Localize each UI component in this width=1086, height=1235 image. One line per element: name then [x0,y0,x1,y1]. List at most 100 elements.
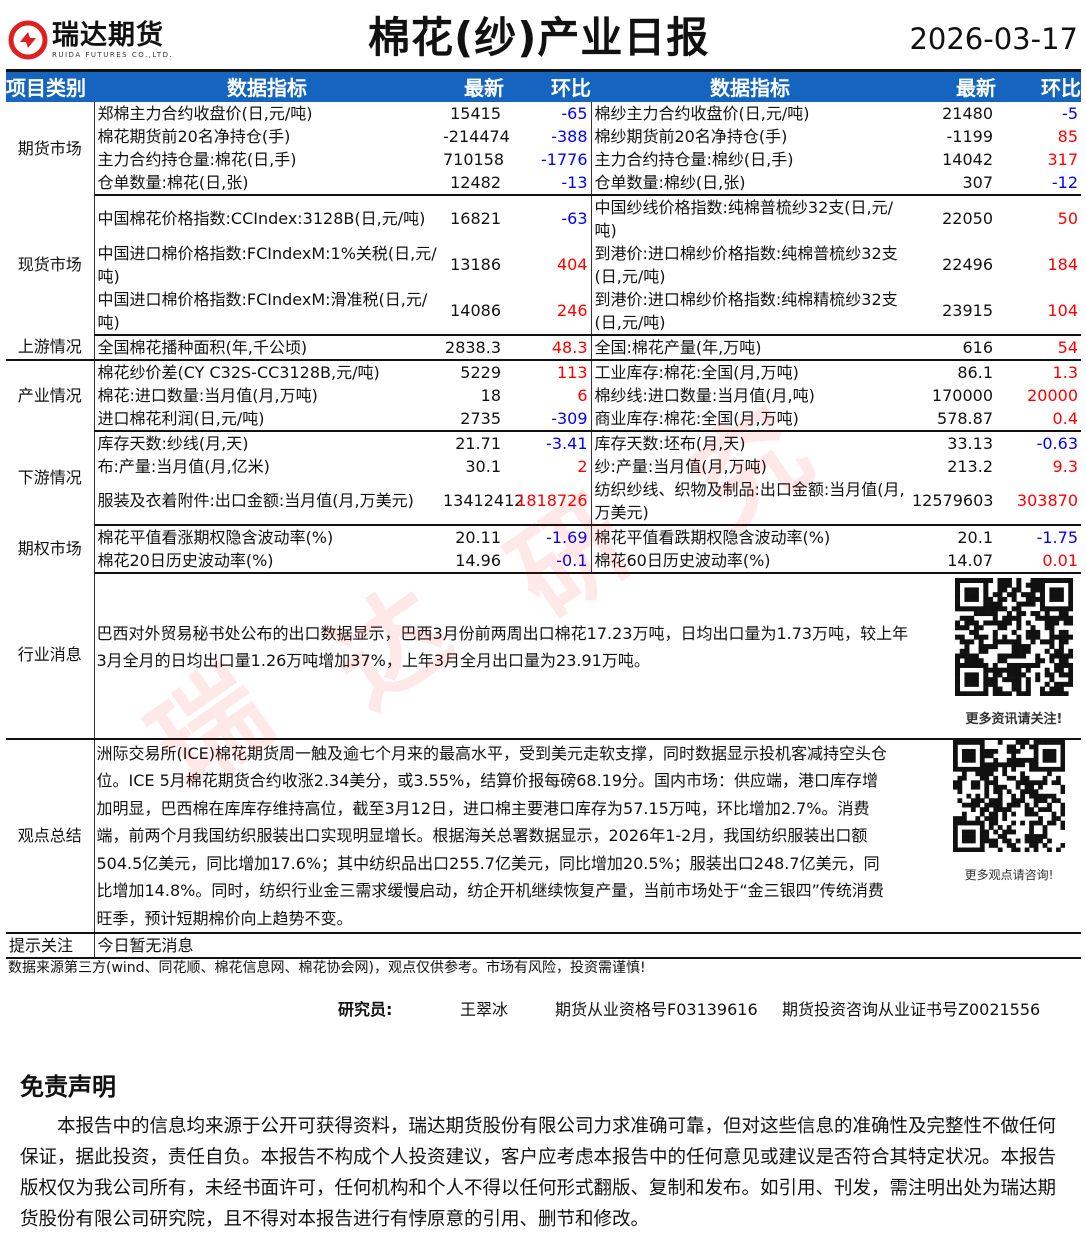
table-row: 期权市场 棉花平值看涨期权隐含波动率(%) 20.11 -1.69 棉花平值看跌期权隐含… [6,524,1081,573]
change-value: -1.75 [1036,527,1078,547]
latest-value: 12482 [440,170,504,196]
table-row: 中国进口棉价格指数:FCIndexM:滑准税(日,元/吨) 14086 246 到港价… [6,287,1081,336]
indicator: 全国:棉花产量(年,万吨) [591,334,909,361]
change-value: 50 [1057,209,1078,228]
change-value: -65 [504,101,592,125]
indicator: 棉花平值看涨期权隐含波动率(%) [97,527,334,547]
indicator: 棉花纱价差(CY C32S-CC3128B,元/吨) [97,362,380,382]
indicator: 中国棉花价格指数:CCIndex:3128B(日,元/吨) [97,209,426,228]
latest-value: 20.1 [957,527,993,547]
table-row: 主力合约持仓量:棉花(日,手) 710158 -1776 主力合约持仓量:棉纱(日,手… [6,147,1081,171]
change-value: 1.3 [1052,362,1078,382]
latest-value: 16821 [450,209,501,228]
table-row: 现货市场 中国棉花价格指数:CCIndex:3128B(日,元/吨) 16821 -6… [6,194,1081,335]
change-value: 48.3 [504,334,592,361]
tip-text: 今日暂无消息 [94,933,1081,959]
indicator: 中国进口棉价格指数:FCIndexM:1%关税(日,元/吨) [97,243,437,286]
latest-value: 20.11 [455,527,501,547]
researcher-name: 王翠冰 [460,1000,509,1019]
category-cell: 产业情况 [6,359,95,431]
latest-value: 2735 [440,406,504,432]
change-value: 104 [996,287,1081,336]
qualification-number: 期货从业资格号F03139616 [555,1000,758,1019]
latest-value: 5229 [460,362,501,382]
col-change-2: 环比 [996,69,1081,102]
researcher-label: 研究员: [338,1000,393,1019]
change-value: -5 [1062,103,1078,123]
latest-value: 30.1 [465,456,501,476]
change-value: -309 [504,406,592,432]
indicator: 全国棉花播种面积(年,千公顷) [94,334,440,361]
news-text: 巴西对外贸易秘书处公布的出口数据显示，巴西3月份前两周出口棉花17.23万吨，日… [96,623,909,671]
indicator: 库存天数:坯布(月,天) [594,433,746,453]
indicator: 棉纱主力合约收盘价(日,元/吨) [594,103,810,123]
col-category: 项目类别 [6,69,94,102]
indicator: 进口棉花利润(日,元/吨) [94,406,440,432]
change-value: 317 [1047,149,1078,169]
indicator: 棉花60日历史波动率(%) [591,548,909,574]
qr-code-icon [955,577,1074,696]
indicator: 商业库存:棉花:全国(月,万吨) [591,406,909,432]
change-value: 54 [996,334,1081,361]
indicator: 主力合约持仓量:棉花(日,手) [97,149,297,169]
news-qr: 更多资讯请关注! [949,577,1079,734]
change-value: 0.01 [996,548,1081,574]
col-indicator: 数据指标 [94,69,440,102]
table-row: 期货市场 郑棉主力合约收盘价(日,元/吨) 15415 -65 棉纱主力合约收盘价(日,… [6,101,1081,195]
view-category: 观点总结 [6,738,95,934]
latest-value: 33.13 [947,433,993,453]
disclaimer-text: 本报告中的信息均来源于公开可获得资料，瑞达期货股份有限公司力求准确可靠，但对这些… [20,1116,1057,1230]
change-value: -13 [504,170,592,196]
table-row: 产业情况 棉花纱价差(CY C32S-CC3128B,元/吨) 5229 113 工业库… [6,359,1081,431]
change-value: 246 [504,287,592,336]
indicator: 到港价:进口棉纱价格指数:纯棉精梳纱32支(日,元/吨) [591,287,909,336]
tip-category: 提示关注 [6,933,95,959]
report-header: 瑞达期货 RUIDA FUTURES CO.,LTD. 棉花(纱)产业日报 20… [0,0,1086,68]
change-value: 1818726 [504,477,592,526]
latest-value: 616 [909,334,996,361]
table-row: 仓单数量:棉花(日,张) 12482 -13 仓单数量:棉纱(日,张) 307 -12 [6,170,1081,196]
change-value: -0.1 [504,548,592,574]
tip-row: 提示关注 今日暂无消息 [6,933,1081,959]
indicator: 中国纱线价格指数:纯棉普梳纱32支(日,元/吨) [594,197,893,240]
latest-value: 22496 [942,255,993,274]
change-value: -1.69 [504,524,592,549]
latest-value: 170000 [931,385,993,405]
change-value: 6 [504,383,592,407]
latest-value: 2838.3 [440,334,504,361]
ruida-logo-icon [8,20,48,60]
table-row: 中国进口棉价格指数:FCIndexM:1%关税(日,元/吨) 13186 404 到港… [6,241,1081,288]
table-row: 服装及衣着附件:出口金额:当月值(月,万美元) 13412412 1818726 纺织… [6,477,1081,526]
change-value: -388 [504,124,592,148]
news-qr-caption: 更多资讯请关注! [965,712,1063,727]
change-value: 85 [1057,126,1078,146]
change-value: -1776 [504,147,592,171]
indicator: 棉纱线:进口数量:当月值(月,吨) [594,385,815,405]
latest-value: 21480 [942,103,993,123]
category-cell: 下游情况 [6,430,95,525]
news-row: 行业消息 更多资讯请关注! 巴西对外贸易秘书处公布的出口数据显示，巴西3月份前两… [6,572,1081,740]
latest-value: 578.87 [909,406,996,432]
change-value: 113 [504,359,592,384]
change-value: 303870 [996,477,1081,526]
latest-value: -214474 [443,126,510,146]
indicator: 棉花期货前20名净持仓(手) [97,126,291,146]
change-value: -3.41 [504,430,592,455]
latest-value: 21.71 [455,433,501,453]
indicator: 仓单数量:棉花(日,张) [94,170,440,196]
col-indicator-2: 数据指标 [591,69,909,102]
latest-value: 23915 [909,287,996,336]
news-category: 行业消息 [6,572,95,740]
change-value: 20000 [1027,385,1078,405]
category-cell: 期权市场 [6,524,95,573]
change-value: -0.63 [1036,433,1078,453]
indicator: 纱:产量:当月值(月,万吨) [594,456,767,476]
table-row: 棉花20日历史波动率(%) 14.96 -0.1 棉花60日历史波动率(%) 14.07… [6,548,1081,574]
category-cell: 上游情况 [6,334,95,361]
latest-value: 13412412 [440,477,524,526]
view-text: 洲际交易所(ICE)棉花期货周一触及逾七个月来的最高水平，受到美元走软支撑，同时… [96,743,888,928]
latest-value: 22050 [942,209,993,228]
consulting-certificate: 期货投资咨询从业证书号Z0021556 [782,1000,1041,1019]
indicator: 工业库存:棉花:全国(月,万吨) [594,362,799,382]
view-qr: 更多观点请咨询! [939,739,1079,890]
